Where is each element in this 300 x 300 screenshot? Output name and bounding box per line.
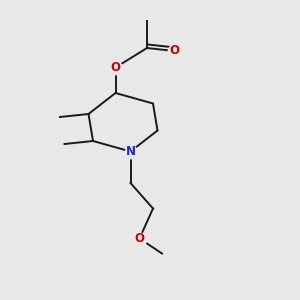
Text: O: O bbox=[169, 44, 179, 58]
Text: N: N bbox=[125, 145, 136, 158]
Text: O: O bbox=[134, 232, 145, 245]
Text: O: O bbox=[110, 61, 121, 74]
